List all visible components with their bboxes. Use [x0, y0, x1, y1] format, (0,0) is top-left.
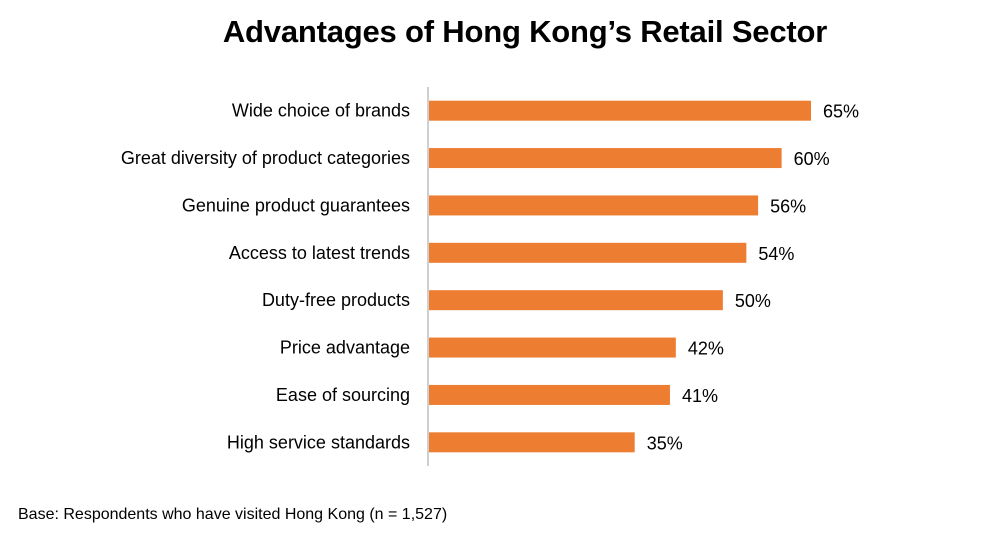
- category-label: High service standards: [227, 432, 410, 452]
- category-label: Wide choice of brands: [232, 101, 410, 121]
- data-label: 65%: [823, 102, 859, 122]
- bar: [429, 432, 635, 453]
- data-label: 60%: [794, 149, 830, 169]
- data-label: 35%: [647, 433, 683, 453]
- data-label: 41%: [682, 386, 718, 406]
- bar: [429, 148, 782, 169]
- category-label: Access to latest trends: [229, 243, 410, 263]
- footnote: Base: Respondents who have visited Hong …: [18, 506, 448, 523]
- chart-title: Advantages of Hong Kong’s Retail Sector: [222, 14, 828, 49]
- bar: [429, 337, 676, 358]
- bar: [429, 290, 723, 311]
- bar: [429, 195, 759, 216]
- category-label: Great diversity of product categories: [121, 148, 410, 168]
- bar: [429, 384, 670, 405]
- category-label: Genuine product guarantees: [182, 195, 410, 215]
- category-label: Duty-free products: [262, 290, 410, 310]
- data-label: 56%: [770, 196, 806, 216]
- data-label: 54%: [758, 244, 794, 264]
- bar: [429, 100, 811, 121]
- category-label: Price advantage: [280, 338, 410, 358]
- bar: [429, 242, 747, 263]
- data-label: 42%: [688, 339, 724, 359]
- data-label: 50%: [735, 291, 771, 311]
- category-label: Ease of sourcing: [276, 385, 410, 405]
